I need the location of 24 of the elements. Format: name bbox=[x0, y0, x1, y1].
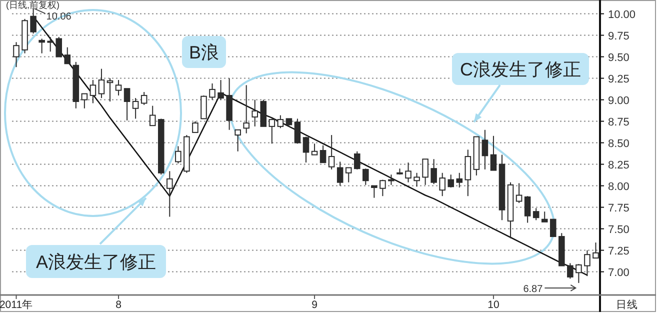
annotation: 6.87 bbox=[523, 284, 544, 295]
annotation: B浪 bbox=[188, 42, 220, 62]
annotation: C浪发生了修正 bbox=[460, 60, 581, 80]
y-tick-label: 7.25 bbox=[608, 245, 630, 258]
y-tick-label: 8.25 bbox=[608, 159, 630, 172]
y-tick-label: 10.00 bbox=[608, 8, 636, 21]
y-tick-label: 7.00 bbox=[608, 266, 630, 279]
chart-title: (日线,前复权) bbox=[6, 0, 60, 10]
y-tick-label: 9.25 bbox=[608, 73, 630, 86]
annotation: 10.06 bbox=[46, 12, 72, 23]
x-tick-label: 9 bbox=[312, 299, 318, 311]
x-tick-label: 10 bbox=[488, 299, 500, 311]
y-tick-label: 8.75 bbox=[608, 116, 630, 128]
x-tick-label: 2011年 bbox=[0, 299, 34, 311]
y-tick-label: 9.50 bbox=[608, 52, 630, 64]
y-tick-label: 9.75 bbox=[608, 30, 630, 42]
annotation: A浪发生了修正 bbox=[36, 252, 156, 272]
y-tick-label: 8.50 bbox=[608, 138, 630, 150]
y-tick-label: 9.00 bbox=[608, 94, 630, 107]
text: 日线 bbox=[616, 298, 638, 311]
x-tick-label: 8 bbox=[116, 299, 122, 311]
y-tick-label: 8.00 bbox=[608, 180, 630, 193]
y-tick-label: 7.75 bbox=[608, 202, 630, 214]
y-tick-label: 7.50 bbox=[608, 224, 630, 236]
